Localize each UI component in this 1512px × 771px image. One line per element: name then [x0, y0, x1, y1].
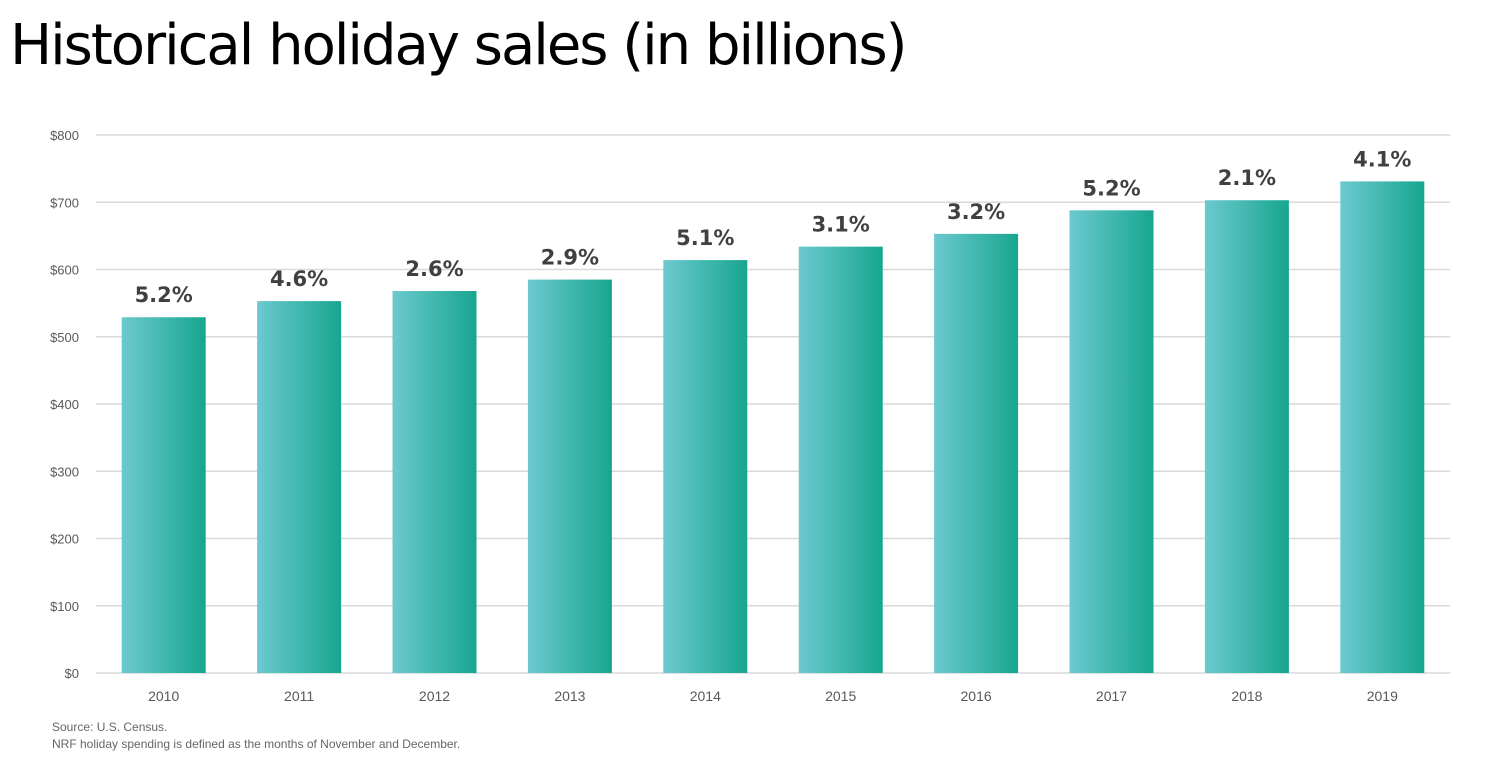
bar-2013: [527, 279, 612, 673]
source-note: Source: U.S. Census.: [52, 720, 168, 734]
y-tick-label: $100: [50, 599, 79, 614]
data-label-2010: 5.2%: [135, 283, 193, 307]
y-tick-label: $400: [50, 397, 79, 412]
data-label-2014: 5.1%: [676, 226, 734, 250]
bar-2015: [798, 246, 883, 673]
y-tick-label: $200: [50, 532, 79, 547]
bar-2019: [1340, 181, 1425, 673]
bar-2016: [934, 233, 1019, 674]
bar-2014: [663, 260, 748, 673]
x-tick-label-2015: 2015: [825, 688, 856, 704]
y-tick-label: $600: [50, 263, 79, 278]
y-tick-label: $500: [50, 330, 79, 345]
x-tick-label-2019: 2019: [1367, 688, 1398, 704]
data-label-2011: 4.6%: [270, 267, 328, 291]
bar-2018: [1204, 200, 1289, 674]
x-tick-label-2018: 2018: [1231, 688, 1262, 704]
x-tick-label-2010: 2010: [148, 688, 179, 704]
bar-2012: [392, 291, 477, 673]
data-label-2016: 3.2%: [947, 200, 1005, 224]
y-tick-label: $700: [50, 195, 79, 210]
y-tick-label: $0: [65, 666, 79, 681]
x-tick-label-2013: 2013: [554, 688, 585, 704]
definition-note: NRF holiday spending is defined as the m…: [52, 737, 461, 751]
data-labels: 5.2% 4.6% 2.6% 2.9% 5.1% 3.1% 3.2% 5.2% 2.1% 4.1%: [135, 147, 1412, 307]
x-axis-ticks: 2010 2011 2012 2013 2014 2015 2016 2017 2018 2019: [148, 688, 1398, 704]
x-tick-label-2014: 2014: [690, 688, 721, 704]
bar-2011: [257, 301, 342, 673]
bar-2010: [121, 317, 206, 673]
x-tick-label-2016: 2016: [961, 688, 992, 704]
bars: [121, 181, 1425, 674]
y-tick-label: $300: [50, 464, 79, 479]
data-label-2018: 2.1%: [1218, 166, 1276, 190]
x-tick-label-2012: 2012: [419, 688, 450, 704]
bar-2017: [1069, 210, 1154, 673]
x-tick-label-2017: 2017: [1096, 688, 1127, 704]
data-label-2015: 3.1%: [812, 213, 870, 237]
x-tick-label-2011: 2011: [284, 688, 314, 704]
y-tick-label: $800: [50, 128, 79, 143]
data-label-2017: 5.2%: [1082, 176, 1140, 200]
data-label-2012: 2.6%: [405, 257, 463, 281]
data-label-2019: 4.1%: [1353, 147, 1411, 171]
chart-title: Historical holiday sales (in billions): [10, 13, 908, 78]
y-axis-ticks: $0 $100 $200 $300 $400 $500 $600 $700 $800: [50, 128, 79, 681]
data-label-2013: 2.9%: [541, 246, 599, 270]
